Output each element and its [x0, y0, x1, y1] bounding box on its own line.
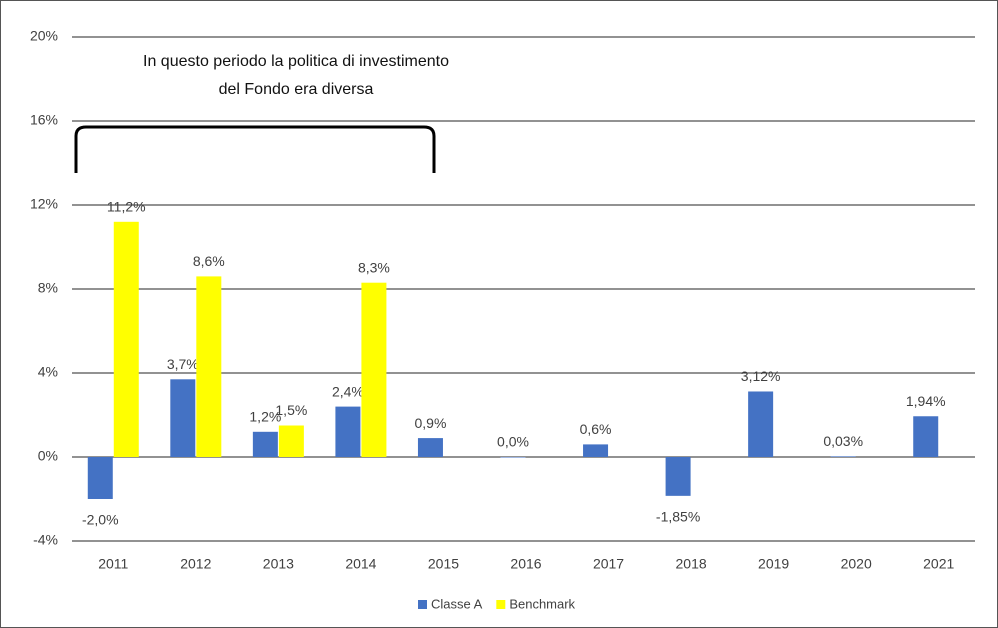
- annotation: del Fondo era diversa: [219, 81, 374, 98]
- data-label: -1,85%: [656, 509, 700, 525]
- annotation: In questo periodo la politica di investi…: [143, 53, 449, 70]
- data-label: 11,2%: [107, 199, 146, 215]
- bar: [748, 391, 774, 457]
- x-tick-label: 2016: [510, 556, 541, 572]
- bar: [170, 379, 196, 457]
- x-tick-label: 2018: [676, 556, 707, 572]
- data-label: -2,0%: [82, 512, 119, 528]
- y-tick-label: 4%: [38, 364, 58, 380]
- x-tick-label: 2011: [98, 556, 128, 572]
- bar: [252, 431, 278, 457]
- data-label: 0,9%: [414, 415, 446, 431]
- bar: [417, 438, 443, 457]
- bar: [500, 457, 526, 458]
- data-label: 8,3%: [358, 259, 390, 275]
- y-tick-label: -4%: [33, 532, 58, 548]
- legend-label: Benchmark: [509, 596, 575, 611]
- data-label: 1,5%: [275, 402, 307, 418]
- bar: [583, 444, 609, 457]
- data-label: 8,6%: [193, 253, 225, 269]
- data-label: 0,03%: [823, 433, 863, 449]
- x-tick-label: 2015: [428, 556, 459, 572]
- x-tick-label: 2021: [923, 556, 954, 572]
- data-label: 3,7%: [167, 356, 199, 372]
- y-tick-label: 12%: [30, 196, 58, 212]
- bar: [913, 416, 939, 457]
- y-tick-label: 16%: [30, 112, 58, 128]
- bar: [361, 282, 387, 457]
- data-label: 1,2%: [249, 409, 281, 425]
- legend-swatch: [418, 600, 427, 609]
- data-label: 3,12%: [741, 368, 781, 384]
- legend-swatch: [496, 600, 506, 609]
- y-tick-label: 8%: [38, 280, 58, 296]
- x-tick-label: 2017: [593, 556, 624, 572]
- data-label: 0,0%: [497, 434, 529, 450]
- data-label: 0,6%: [580, 421, 612, 437]
- bar: [665, 457, 691, 496]
- y-tick-label: 0%: [38, 448, 58, 464]
- x-tick-label: 2019: [758, 556, 789, 572]
- bar: [113, 221, 139, 457]
- bar: [196, 276, 222, 457]
- bar: [335, 406, 361, 457]
- data-label: 1,94%: [906, 393, 946, 409]
- x-tick-label: 2013: [263, 556, 294, 572]
- bar: [87, 457, 113, 499]
- bar: [830, 456, 856, 457]
- x-tick-label: 2014: [345, 556, 376, 572]
- bar: [278, 425, 304, 457]
- legend-label: Classe A: [431, 596, 483, 611]
- bracket: [74, 125, 436, 173]
- x-tick-label: 2020: [841, 556, 872, 572]
- data-label: 2,4%: [332, 383, 364, 399]
- x-tick-label: 2012: [180, 556, 211, 572]
- y-tick-label: 20%: [30, 28, 58, 44]
